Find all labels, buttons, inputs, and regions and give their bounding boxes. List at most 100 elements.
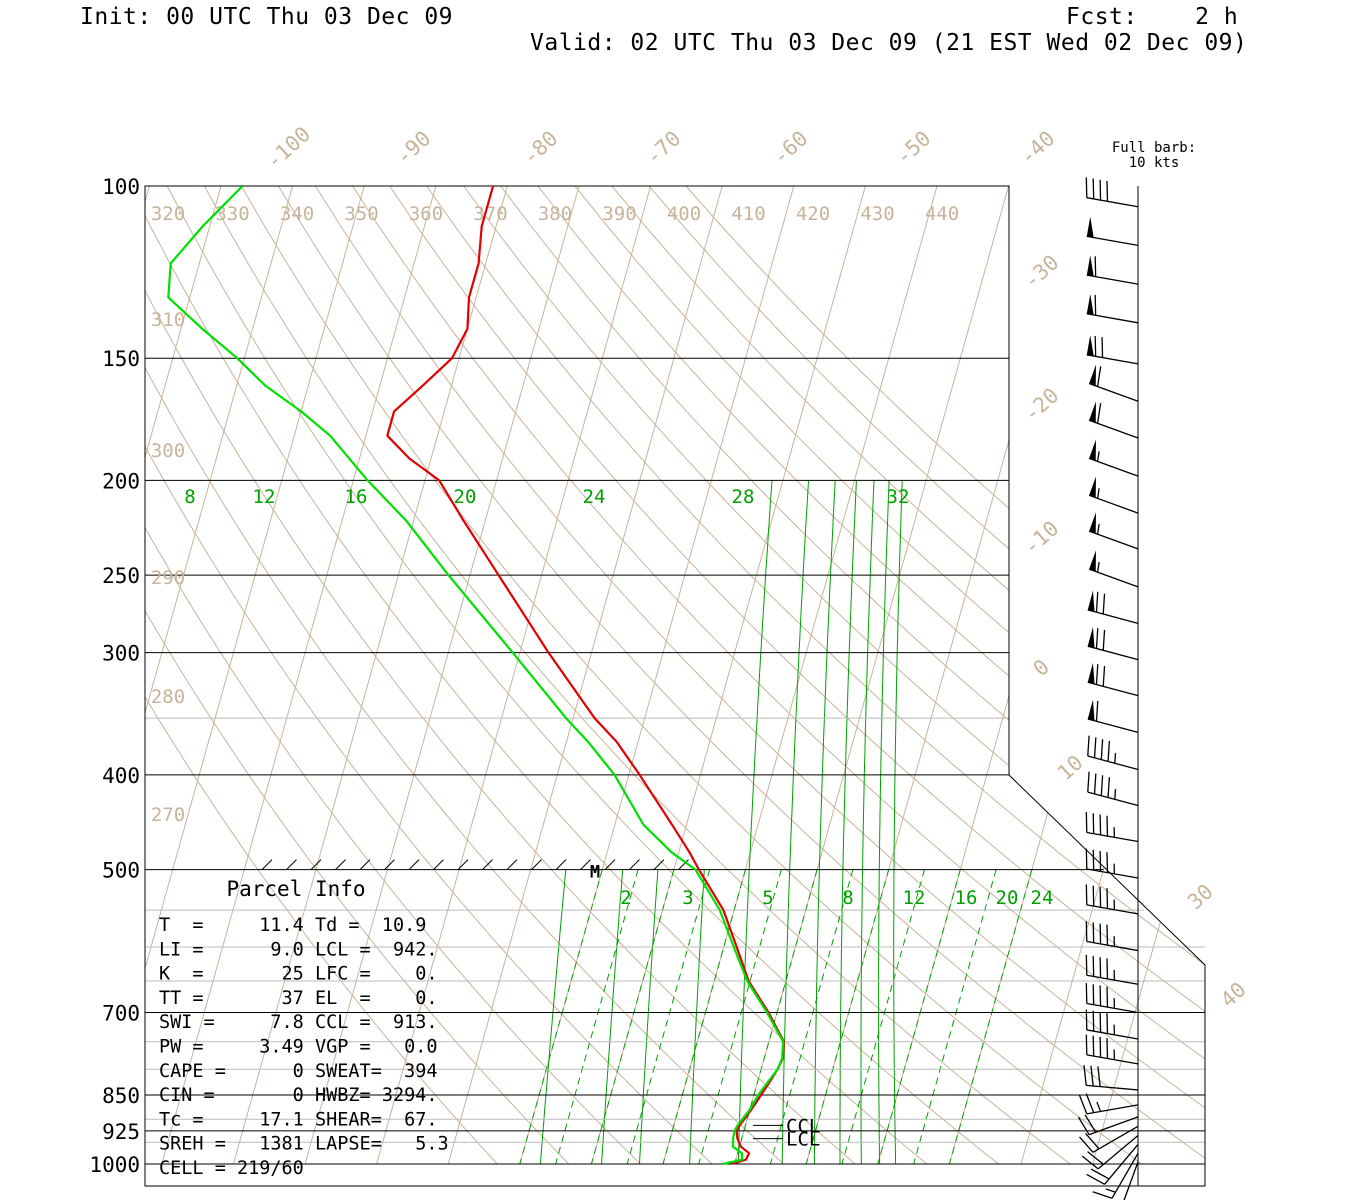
dry-adiabat-line: [463, 186, 1205, 1165]
parcel-info-value: VGP = 0.0: [315, 1037, 438, 1058]
isotherm-label: -10: [1019, 516, 1063, 559]
barb-feather: [1081, 1155, 1099, 1170]
isotherm-label: -50: [891, 126, 935, 169]
barb-half-feather: [1096, 451, 1100, 462]
wind-barb: [1088, 439, 1139, 477]
barb-half-feather: [1105, 1188, 1116, 1193]
hatch-mark: [555, 859, 567, 870]
barb-shaft: [1086, 940, 1139, 952]
barb-feather: [1092, 1191, 1113, 1199]
forecast-hour: Fcst: 2 h: [1066, 4, 1239, 30]
isotherm-line: [877, 186, 1153, 1165]
barb-feather: [1107, 777, 1111, 798]
parcel-info-value: CAPE = 0: [159, 1061, 304, 1082]
wind-barb: [1085, 848, 1139, 879]
barb-shaft: [1087, 681, 1139, 697]
theta-label: 270: [151, 804, 185, 826]
barb-pennant: [1087, 662, 1095, 685]
parcel-info-value: LI = 9.0: [159, 939, 304, 960]
dry-adiabat-line: [352, 186, 1205, 1165]
barb-shaft: [1086, 1029, 1139, 1040]
pressure-tick-label: 850: [102, 1084, 140, 1108]
dry-adiabat-line: [500, 186, 1205, 1165]
wind-barb: [1087, 662, 1139, 697]
isotherm-label: 10: [1053, 750, 1088, 785]
wind-barb: [1087, 699, 1139, 734]
valid-time: Valid: 02 UTC Thu 03 Dec 09 (21 EST Wed …: [530, 30, 1248, 56]
barb-pennant: [1089, 364, 1096, 386]
pressure-tick-label: 400: [102, 764, 140, 788]
mixing-ratio-line: [860, 480, 875, 1164]
dashed-guide-line: [769, 869, 854, 1165]
barb-feather: [1096, 366, 1102, 387]
barb-shaft: [1087, 645, 1139, 661]
barb-pennant: [1086, 335, 1094, 357]
dashed-guide-line: [590, 869, 675, 1165]
wind-barb: [1085, 921, 1139, 952]
hatch-mark: [408, 859, 420, 870]
mixing-ratio-line: [639, 869, 659, 1165]
mixing-ratio-label: 24: [1031, 887, 1054, 909]
mixing-ratio-labels: 8 12 16 20 24 28 32 2 3 5 8 12 16 20 24: [184, 486, 1053, 909]
barb-pennant: [1086, 294, 1094, 315]
wind-barb: [1083, 1065, 1139, 1091]
barb-feather: [1086, 1173, 1105, 1185]
lcl-marker: LCL: [786, 1129, 820, 1151]
hatch-mark: [457, 859, 469, 870]
isotherm-label: -60: [768, 126, 812, 169]
barb-feather: [1078, 1094, 1088, 1115]
barb-shaft: [1088, 530, 1139, 550]
barb-shaft: [1086, 974, 1139, 985]
parcel-info-value: K = 25: [159, 964, 304, 985]
isotherm-label: -100: [261, 122, 315, 174]
theta-label: 280: [151, 686, 185, 708]
theta-label: 340: [280, 203, 314, 225]
hatch-mark: [482, 859, 493, 870]
wind-barb: [1123, 1161, 1139, 1200]
theta-label: 310: [151, 309, 185, 331]
dry-adiabat-line: [389, 186, 1205, 1165]
parcel-info-value: SWEAT= 394: [315, 1061, 438, 1082]
isotherm-line: [145, 186, 222, 1165]
hatch-mark: [678, 859, 689, 870]
mixing-ratio-label: 5: [762, 887, 773, 909]
mixing-ratio-line: [601, 869, 624, 1165]
theta-label: 400: [667, 203, 701, 225]
dashed-guide-line: [948, 869, 1033, 1165]
mixing-ratio-line: [539, 869, 567, 1165]
parcel-info-value: EL = 0.: [315, 988, 438, 1009]
barb-pennant: [1087, 626, 1095, 648]
barb-feather: [1093, 773, 1097, 794]
theta-label: 440: [925, 203, 959, 225]
barb-shaft: [1086, 235, 1139, 247]
parcel-info-value: LAPSE= 5.3: [315, 1134, 449, 1155]
barb-shaft: [1086, 354, 1139, 365]
barb-shaft: [1104, 1144, 1139, 1185]
barb-pennant: [1089, 401, 1096, 423]
barb-shaft: [1086, 197, 1139, 208]
parcel-info-value: CCL = 913.: [315, 1012, 438, 1033]
init-time: Init: 00 UTC Thu 03 Dec 09: [80, 4, 454, 30]
theta-label: 300: [151, 440, 185, 462]
isobars: [145, 185, 1205, 1165]
pressure-tick-label: 250: [102, 564, 140, 588]
mixing-ratio-label: 20: [996, 887, 1019, 909]
barb-shaft: [1088, 382, 1139, 402]
mixing-ratio-line: [839, 480, 857, 1164]
barb-half-feather: [1096, 488, 1100, 499]
mixing-ratio-label: 2: [620, 887, 631, 909]
wind-barb: [1085, 884, 1139, 915]
barb-shaft: [1086, 274, 1139, 285]
barb-pennant: [1086, 255, 1094, 277]
isotherm-line: [145, 186, 365, 1165]
barb-feather: [1102, 593, 1106, 615]
dry-adiabat-line: [537, 186, 1205, 1165]
barb-shaft: [1086, 868, 1139, 879]
pressure-tick-label: 1000: [89, 1153, 140, 1177]
temperature-trace: [386, 186, 785, 1166]
barb-shaft: [1088, 1116, 1139, 1136]
dry-adiabat-line: [574, 186, 1205, 1165]
